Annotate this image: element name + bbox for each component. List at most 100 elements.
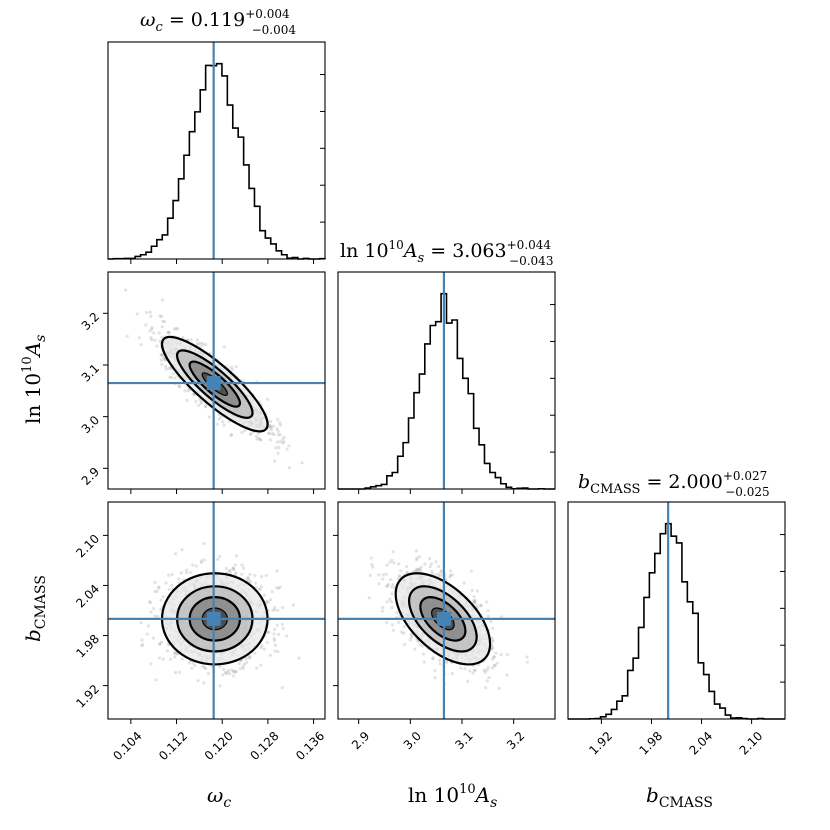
scatter-point (272, 632, 276, 636)
scatter-point (418, 567, 422, 571)
scatter-point (414, 549, 418, 553)
scatter-point (174, 327, 178, 331)
scatter-point (410, 635, 414, 639)
scatter-point (231, 566, 236, 571)
scatter-point (473, 601, 477, 605)
xtick-label: 0.120 (202, 729, 236, 763)
scatter-point (160, 314, 164, 318)
scatter-point (140, 638, 144, 642)
scatter-point (148, 600, 153, 605)
scatter-point (221, 673, 225, 677)
xtick-label: 2.10 (737, 729, 766, 758)
scatter-point (494, 651, 498, 655)
scatter-point (492, 655, 496, 659)
scatter-point (268, 424, 272, 428)
scatter-point (244, 657, 248, 661)
scatter-point (388, 597, 392, 601)
scatter-point (149, 610, 153, 614)
scatter-point (224, 672, 228, 676)
scatter-point (176, 327, 180, 331)
scatter-point (282, 435, 286, 439)
scatter-point (390, 558, 394, 562)
panel-omega_c-vs-b_CMASS (108, 502, 325, 719)
scatter-point (259, 585, 264, 589)
scatter-point (268, 653, 273, 657)
scatter-point (471, 671, 475, 675)
scatter-point (165, 649, 169, 653)
scatter-point (246, 576, 250, 580)
scatter-point (180, 548, 184, 552)
scatter-point (232, 568, 236, 572)
scatter-point (386, 582, 390, 586)
scatter-point (187, 661, 191, 665)
scatter-point (226, 670, 230, 675)
scatter-point (169, 657, 173, 661)
scatter-point (281, 626, 285, 630)
xtick-label: 0.104 (110, 729, 144, 763)
scatter-point (468, 669, 472, 673)
title-ln10as: ln 1010As = 3.063+0.044 −0.043 (340, 238, 553, 268)
scatter-point (492, 663, 496, 667)
scatter-point (226, 668, 230, 672)
scatter-point (397, 574, 401, 578)
scatter-point (268, 598, 273, 602)
scatter-point (385, 600, 389, 604)
scatter-point (469, 569, 473, 573)
scatter-point (259, 646, 263, 650)
scatter-point (384, 584, 389, 588)
xtick-label: 1.92 (586, 729, 615, 758)
scatter-point (199, 341, 204, 345)
scatter-point (267, 431, 271, 435)
scatter-point (158, 642, 162, 646)
scatter-point (175, 652, 180, 656)
scatter-point (280, 622, 284, 626)
scatter-point (486, 609, 490, 613)
scatter-point (183, 389, 187, 393)
scatter-point (276, 451, 280, 455)
scatter-point (171, 372, 175, 376)
scatter-point (139, 343, 143, 347)
scatter-point (420, 644, 425, 648)
scatter-point (390, 623, 395, 627)
scatter-point (206, 672, 210, 676)
scatter-point (450, 573, 454, 577)
scatter-point (222, 345, 227, 349)
scatter-point (473, 599, 477, 603)
scatter-point (459, 666, 463, 670)
scatter-point (397, 620, 401, 625)
scatter-point (153, 580, 157, 585)
scatter-point (173, 655, 177, 659)
scatter-point (153, 614, 157, 618)
scatter-point (271, 608, 275, 612)
scatter-point (430, 569, 434, 574)
scatter-point (158, 314, 162, 318)
scatter-point (417, 554, 422, 559)
scatter-point (278, 433, 282, 437)
scatter-point (218, 684, 222, 688)
scatter-point (221, 420, 225, 424)
scatter-point (177, 670, 182, 674)
scatter-point (449, 569, 453, 573)
scatter-point (403, 642, 407, 647)
scatter-point (267, 432, 272, 436)
scatter-point (270, 589, 274, 594)
scatter-point (229, 433, 233, 437)
scatter-point (276, 429, 280, 433)
scatter-point (275, 440, 280, 444)
scatter-point (267, 630, 271, 634)
scatter-point (137, 336, 142, 340)
scatter-point (439, 570, 443, 574)
scatter-point (245, 660, 249, 664)
scatter-point (268, 438, 273, 442)
scatter-point (238, 666, 242, 671)
xtick-label: 3.1 (452, 729, 475, 752)
panel-omega_c-vs-ln10As (108, 272, 325, 489)
scatter-point (462, 581, 466, 585)
scatter-point (195, 338, 199, 342)
scatter-point (297, 656, 301, 660)
scatter-point (444, 660, 448, 665)
scatter-point (264, 573, 268, 577)
scatter-point (185, 568, 189, 572)
scatter-point (280, 686, 284, 690)
scatter-point (146, 624, 151, 628)
